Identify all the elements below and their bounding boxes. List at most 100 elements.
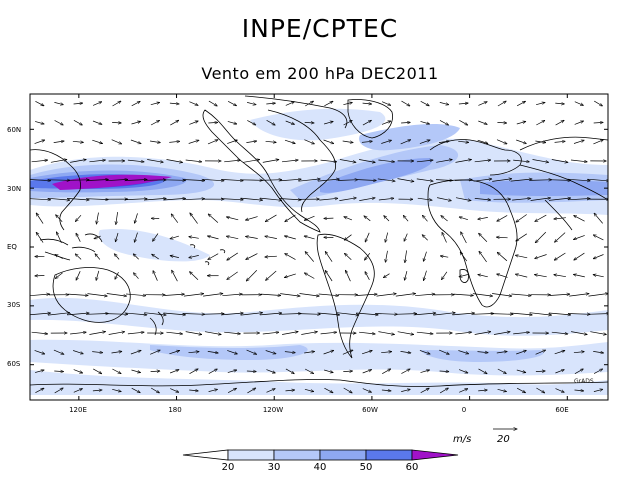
wind-vector: [87, 293, 108, 297]
wind-vector: [440, 256, 449, 257]
wind-vector: [461, 232, 467, 244]
wind-vector: [262, 160, 279, 163]
wind-vector: [262, 332, 279, 335]
wind-vector: [574, 390, 584, 391]
wind-vector: [227, 271, 238, 280]
wind-vector: [153, 233, 159, 242]
wind-vector: [240, 180, 263, 181]
wind-vector: [150, 350, 160, 355]
wind-vector: [133, 273, 139, 279]
wind-vector: [164, 294, 185, 295]
wind-vector: [593, 122, 603, 123]
wind-vector: [34, 140, 45, 144]
wind-vector: [259, 313, 282, 316]
wind-vector: [73, 389, 83, 393]
wind-vector: [298, 314, 320, 315]
wind-vector: [433, 313, 455, 316]
wind-vector: [496, 237, 508, 238]
wind-vector: [166, 331, 182, 334]
wind-vector: [86, 199, 108, 200]
wind-vector: [497, 368, 507, 374]
colorbar-segment-5: [411, 449, 459, 461]
wind-vector: [554, 218, 566, 219]
wind-vector: [492, 179, 512, 182]
wind-vector: [246, 371, 256, 372]
wind-vector: [246, 253, 258, 260]
wind-vector: [401, 389, 410, 392]
wind-vector: [478, 102, 487, 106]
wind-vector: [516, 387, 525, 393]
wind-vector: [343, 120, 353, 126]
wind-vector: [68, 294, 88, 295]
wind-vector: [247, 120, 256, 125]
wind-vector: [555, 120, 565, 126]
wind-vector: [124, 199, 147, 200]
wind-vector: [163, 180, 186, 181]
wind-vector: [594, 100, 602, 106]
wind-vector: [150, 102, 160, 106]
wind-vector: [260, 294, 281, 295]
wind-vector: [378, 331, 394, 335]
wind-vector: [131, 387, 141, 393]
wind-vector: [89, 160, 105, 163]
wind-vector: [227, 370, 237, 373]
wind-vector: [385, 250, 388, 262]
wind-vector: [259, 197, 282, 200]
wind-vector: [134, 232, 138, 243]
wind-vector: [395, 294, 416, 297]
wind-vector: [126, 293, 146, 296]
lat-label-60s: 60S: [7, 360, 21, 368]
wind-vector: [437, 197, 451, 201]
wind-vector: [224, 160, 240, 163]
wind-vector: [259, 180, 282, 181]
wind-vector: [365, 252, 371, 260]
wind-vector: [455, 332, 471, 335]
wind-vector: [362, 103, 372, 104]
wind-vector: [365, 272, 370, 280]
wind-vector: [323, 350, 334, 355]
coast-arctic-canada: [244, 95, 348, 129]
wind-vector: [473, 179, 492, 182]
wind-vector: [92, 390, 102, 391]
wind-vector: [344, 217, 353, 221]
wind-vector: [111, 139, 122, 144]
wind-vector: [593, 351, 603, 353]
colorbar-label-40: 40: [313, 462, 327, 473]
colorbar-label-30: 30: [267, 462, 281, 473]
wind-vector: [47, 313, 70, 316]
wind-vector: [279, 179, 301, 182]
lon-label-60e: 60E: [555, 406, 569, 414]
wind-vector: [574, 121, 584, 125]
wind-vector: [478, 120, 487, 124]
wind-vector: [516, 214, 527, 223]
wind-vector: [317, 312, 340, 315]
wind-vector: [47, 180, 70, 181]
wind-vector: [112, 388, 121, 391]
wind-vector: [73, 103, 83, 104]
wind-vector: [202, 178, 224, 181]
wind-vector: [593, 235, 604, 241]
wind-vector: [163, 312, 186, 315]
wind-vector: [342, 141, 353, 143]
coast-asia: [519, 136, 608, 231]
wind-vector: [246, 216, 258, 221]
wind-vector: [183, 294, 204, 297]
wind-vector: [574, 252, 585, 260]
wind-vector: [405, 250, 407, 262]
lon-label-0: 0: [461, 406, 467, 414]
wind-vector: [92, 102, 102, 106]
wind-vector: [588, 294, 608, 297]
wind-vector: [383, 273, 390, 278]
wind-vector: [86, 314, 108, 315]
wind-vector: [204, 331, 221, 335]
wind-vector: [190, 213, 198, 224]
coast-north-america-west: [202, 109, 321, 233]
wind-vector: [201, 314, 224, 315]
wind-vector: [516, 350, 526, 355]
wind-vector: [221, 179, 243, 180]
wind-vector: [285, 214, 296, 222]
wind-vector: [299, 293, 320, 297]
lat-label-eq: EQ: [7, 243, 17, 251]
wind-vector: [587, 178, 608, 181]
wind-vector: [266, 270, 277, 280]
